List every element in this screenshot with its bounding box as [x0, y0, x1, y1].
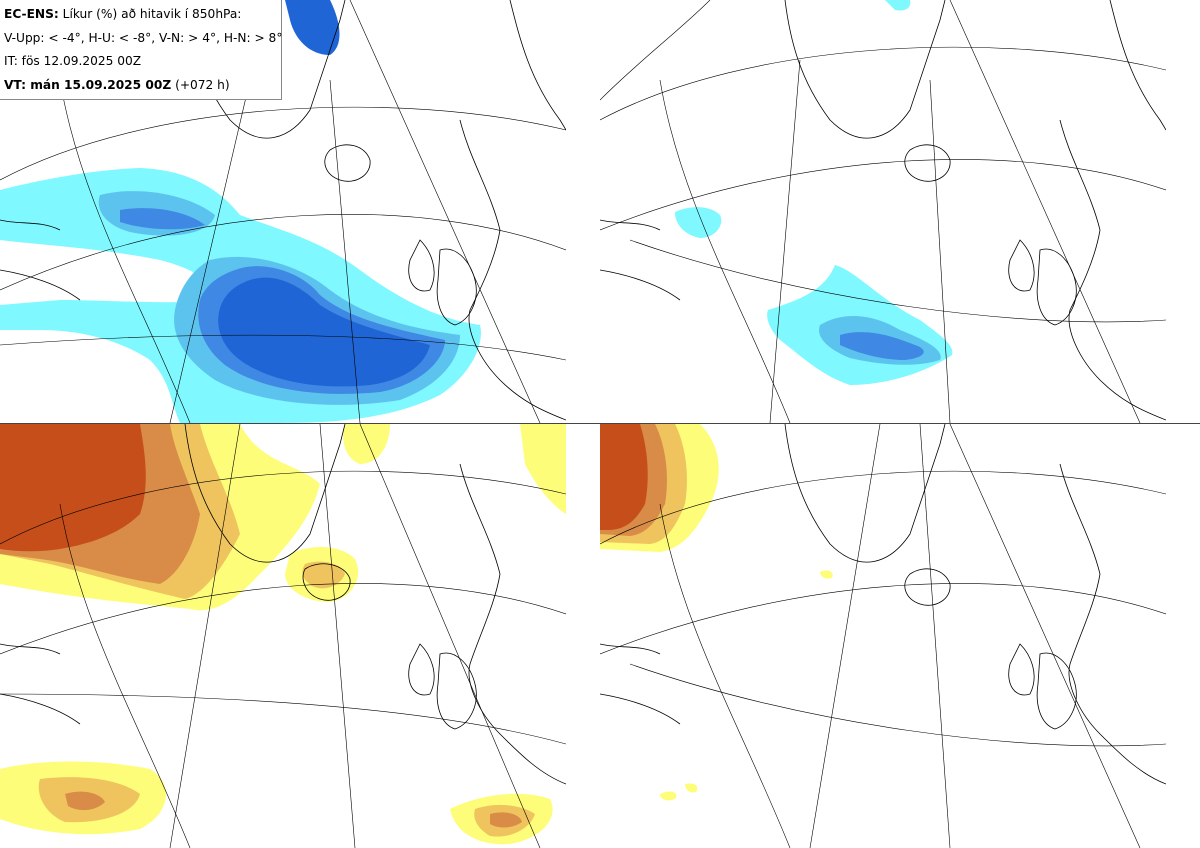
graticule — [600, 424, 1166, 848]
coastlines — [600, 424, 1166, 785]
valid-time-line: VT: mán 15.09.2025 00Z (+072 h) — [4, 77, 281, 101]
valid-time: VT: mán 15.09.2025 00Z — [4, 77, 172, 92]
cold-probability-field — [675, 0, 953, 385]
map-title: Líkur (%) að hitavik í 850hPa: — [62, 7, 242, 21]
coastlines — [0, 424, 566, 785]
map-panel-warm-4: 1009565355 — [0, 424, 566, 848]
title-line-1: EC-ENS: Líkur (%) að hitavik í 850hPa: — [4, 6, 281, 30]
map-cold-4 — [0, 0, 566, 423]
lead-time: (+072 h) — [175, 77, 230, 92]
graticule — [0, 424, 566, 848]
warm-probability-field — [600, 424, 833, 801]
map-panel-warm-8: 1009565355 — [600, 424, 1166, 848]
map-warm-8 — [600, 424, 1166, 848]
cold-probability-field — [0, 0, 481, 423]
map-panel-cold-8: 1009565355 — [600, 0, 1166, 423]
init-time: IT: fös 12.09.2025 00Z — [4, 54, 142, 68]
category-legend: V-Upp: < -4°, H-U: < -8°, V-N: > 4°, H-N… — [4, 30, 283, 45]
map-title-box: EC-ENS: Líkur (%) að hitavik í 850hPa: V… — [0, 0, 282, 100]
model-name: EC-ENS: — [4, 7, 59, 21]
map-panel-cold-4: 1009565355 — [0, 0, 566, 423]
graticule — [600, 0, 1166, 423]
map-warm-4 — [0, 424, 566, 848]
panel-divider-horizontal — [0, 423, 1200, 424]
map-cold-8 — [600, 0, 1166, 423]
